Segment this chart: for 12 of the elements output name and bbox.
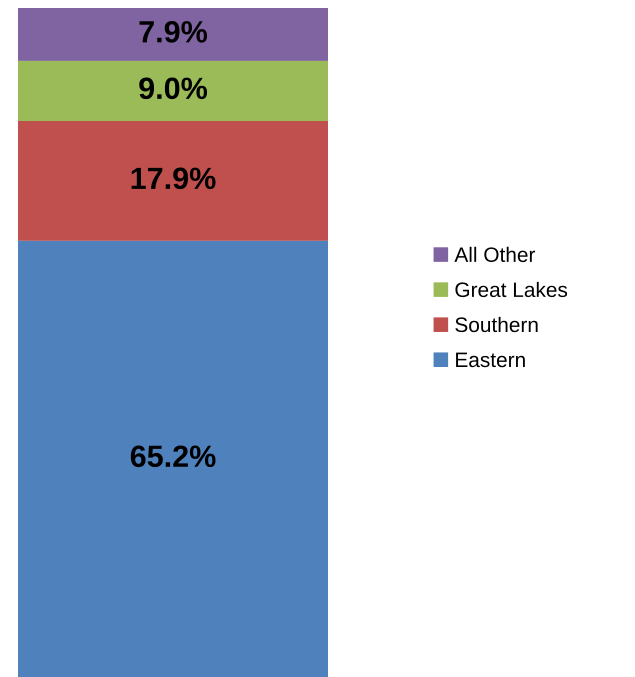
bar (18, 240, 328, 677)
bar (18, 60, 328, 122)
data-label: 9.0% (139, 78, 208, 100)
bar (18, 8, 328, 61)
legend-label: Eastern (456, 352, 525, 368)
bar (18, 121, 328, 241)
data-label: 7.9% (139, 20, 208, 43)
data-label: 65.2% (130, 445, 216, 468)
legend-label: Southern (455, 316, 538, 332)
data-label: 17.9% (132, 168, 216, 190)
legend-label: Great Lakes (455, 282, 568, 298)
legend-label: All Other (454, 246, 536, 262)
